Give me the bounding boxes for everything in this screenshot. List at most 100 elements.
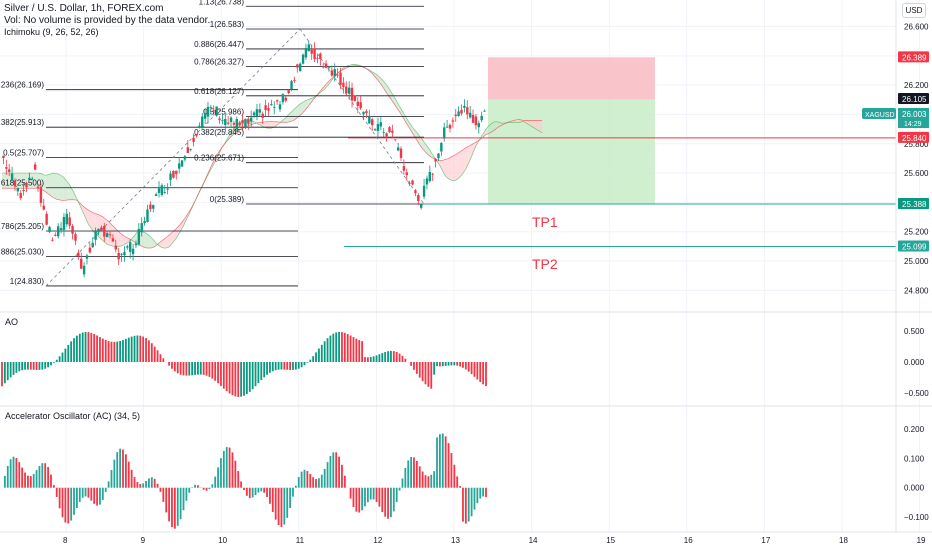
ao-bar [283, 362, 286, 370]
ac-bar [70, 487, 73, 521]
ao-bar [139, 335, 142, 362]
ac-bar [214, 476, 217, 488]
cloud-segment [388, 87, 390, 98]
cloud-segment [537, 120, 540, 132]
ao-bar [191, 362, 194, 376]
ac-tick-label: −0.100 [904, 513, 929, 522]
cloud-segment [294, 107, 296, 120]
ao-bar [145, 338, 147, 362]
ao-bar [358, 340, 361, 362]
candle-body [267, 108, 270, 111]
ac-bar [76, 487, 78, 509]
ac-bar [90, 487, 93, 501]
ac-bar [390, 487, 392, 518]
candle-body [388, 127, 391, 133]
candle-body [123, 252, 126, 256]
ac-bar [277, 487, 280, 526]
cloud-segment [421, 138, 423, 149]
ac-bar [292, 487, 294, 497]
ac-bar [254, 487, 257, 496]
ao-bar [179, 362, 182, 375]
ac-bar [364, 487, 366, 507]
ac-bar [470, 487, 473, 517]
ac-bar [358, 487, 361, 513]
price-label-bg [898, 51, 929, 63]
candle-body [371, 119, 374, 126]
ao-tick-label: −0.500 [904, 389, 929, 398]
fib-level-label: 0.886(26.447) [194, 40, 244, 49]
ao-bar [251, 362, 254, 390]
candle-body [10, 173, 14, 181]
ac-bar [439, 434, 441, 488]
candle-body [391, 130, 394, 133]
ao-bar [436, 362, 438, 367]
ac-bar [303, 469, 306, 488]
candle-body [252, 112, 256, 116]
cloud-segment [33, 173, 36, 189]
candle-body [313, 49, 316, 60]
ao-histogram [1, 331, 487, 397]
ao-bar [323, 341, 326, 362]
candle-body [226, 122, 230, 124]
candle-body [373, 129, 377, 131]
cloud-segment [147, 234, 149, 249]
candle-body [405, 172, 408, 176]
ac-bar [410, 456, 412, 488]
cloud-segment [324, 84, 327, 90]
candle-body [414, 190, 417, 194]
cloud-segment [42, 174, 44, 191]
cloud-segment [38, 173, 40, 189]
ac-bar [133, 477, 136, 488]
ac-tick-label: 0.100 [904, 454, 925, 463]
time-tick-label: 9 [141, 536, 146, 545]
ao-bar [372, 356, 375, 362]
candle-body [166, 188, 169, 190]
ac-bar [485, 487, 487, 498]
candle-body [154, 194, 158, 196]
cloud-segment [442, 159, 445, 174]
ao-bar [44, 362, 47, 369]
candle-body [319, 53, 322, 60]
cloud-segment [272, 121, 275, 128]
candle-body [33, 164, 37, 170]
candle-body [129, 242, 132, 252]
candle-body [307, 44, 311, 52]
ao-bar [237, 362, 240, 397]
candle-body [474, 116, 478, 126]
candle-body [82, 265, 86, 275]
cloud-segment [58, 173, 60, 200]
cloud-segment [297, 105, 299, 118]
ac-bar [248, 487, 251, 499]
currency-badge[interactable]: USD [902, 3, 926, 18]
time-tick-label: 8 [63, 536, 68, 545]
ac-bar [407, 460, 410, 488]
ac-bar [3, 475, 6, 488]
cloud-segment [539, 120, 541, 132]
cloud-segment [298, 103, 301, 117]
ac-bar [421, 471, 424, 488]
cloud-segment [123, 235, 125, 246]
ao-bar [228, 362, 231, 394]
cloud-segment [300, 103, 302, 116]
candle-body [206, 106, 210, 117]
cloud-segment [167, 235, 170, 248]
ac-bar [312, 477, 315, 488]
cloud-segment [174, 228, 177, 241]
cloud-segment [65, 179, 67, 201]
ao-bar [439, 362, 441, 367]
ao-bar [387, 351, 389, 362]
ac-bar [220, 458, 222, 488]
cloud-segment [74, 192, 76, 200]
ac-bar [104, 487, 107, 492]
ao-bar [231, 362, 234, 396]
ao-bar [312, 356, 315, 362]
cloud-segment [17, 173, 20, 189]
fib-level-label: 1(26.583) [210, 20, 245, 29]
fib-ext-label: 0.786(25.205) [0, 222, 44, 231]
ac-bar [263, 487, 266, 493]
fib-ext-label: 0.236(26.169) [0, 81, 44, 90]
ao-bar [392, 351, 395, 362]
ac-bar [384, 487, 387, 517]
ao-bar [410, 362, 412, 366]
